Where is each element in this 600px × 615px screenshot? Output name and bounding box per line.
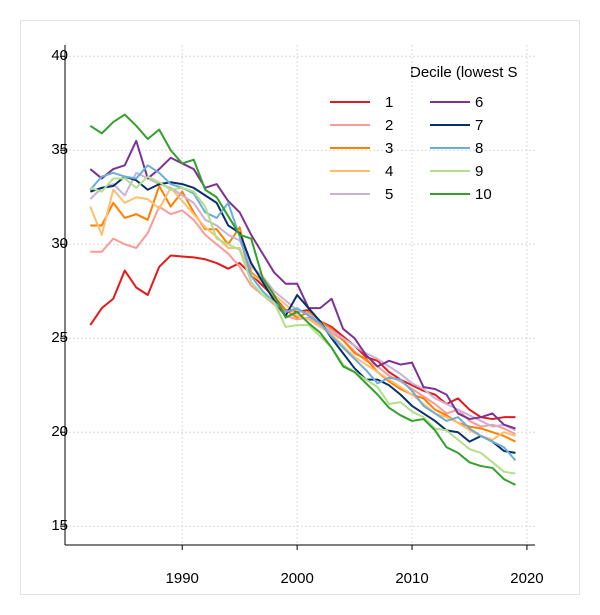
legend-label: 4: [385, 163, 393, 180]
legend-label: 9: [475, 163, 483, 180]
y-tick-label: 25: [51, 329, 68, 346]
legend-label: 2: [385, 117, 393, 134]
series-line: [89, 113, 516, 486]
y-tick-label: 20: [51, 423, 68, 440]
legend-label: 5: [385, 186, 393, 203]
x-tick-label: 2010: [395, 570, 428, 587]
series-line: [89, 254, 516, 421]
series-line: [89, 139, 516, 430]
series-line: [90, 184, 516, 443]
x-tick-label: 1990: [166, 570, 199, 587]
series-line: [89, 164, 517, 462]
legend-title: Decile (lowest S: [410, 64, 518, 81]
legend-label: 10: [475, 186, 492, 203]
legend-label: 1: [385, 94, 393, 111]
legend-label: 7: [475, 117, 483, 134]
y-tick-label: 40: [51, 47, 68, 64]
y-tick-label: 15: [51, 517, 68, 534]
legend-label: 8: [475, 140, 483, 157]
y-tick-label: 35: [51, 141, 68, 158]
x-tick-label: 2020: [510, 570, 543, 587]
series-line: [89, 175, 516, 475]
legend-label: 6: [475, 94, 483, 111]
y-tick-label: 30: [51, 235, 68, 252]
frame: [20, 20, 580, 595]
series-line: [90, 205, 516, 435]
x-tick-label: 2000: [280, 570, 313, 587]
legend-label: 3: [385, 140, 393, 157]
